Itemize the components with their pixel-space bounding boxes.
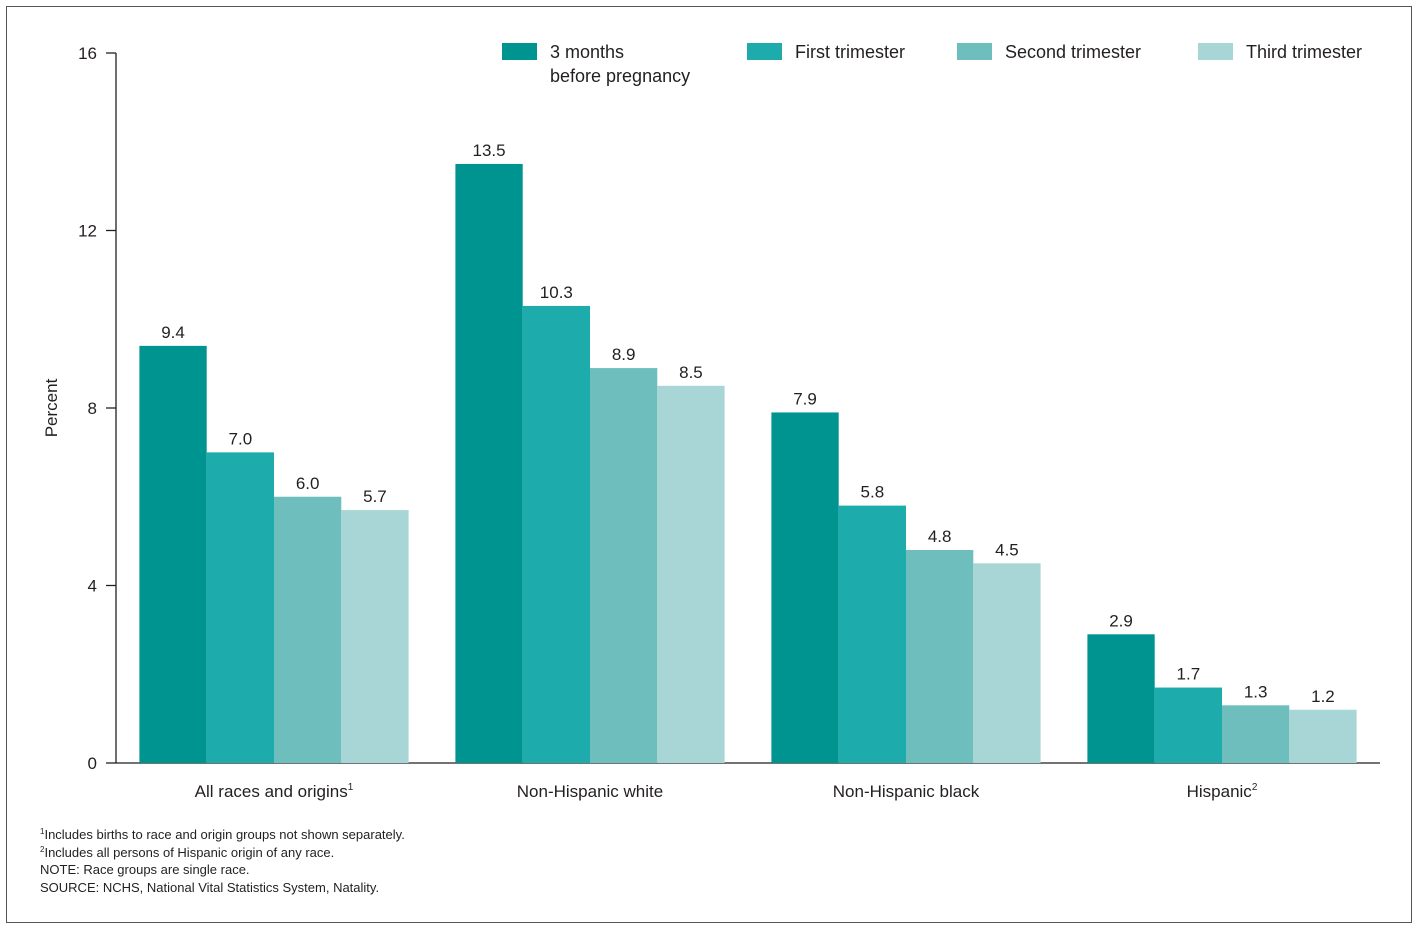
value-label: 6.0 <box>296 474 320 493</box>
category-label: Hispanic2 <box>1187 782 1258 801</box>
value-label: 8.9 <box>612 345 636 364</box>
bar <box>522 305 590 763</box>
bar-chart: 0 4 8 12 16 Percent 9.4 7.0 6.0 5.7 All races and … <box>42 42 1380 801</box>
y-tick-label: 12 <box>78 222 97 241</box>
legend-label: First trimester <box>795 42 905 62</box>
value-label: 5.7 <box>363 487 387 506</box>
value-label: 9.4 <box>161 323 185 342</box>
value-label: 7.9 <box>793 389 817 408</box>
bar <box>341 510 409 763</box>
source: SOURCE: NCHS, National Vital Statistics … <box>40 879 380 895</box>
value-label: 10.3 <box>540 283 573 302</box>
value-label: 7.0 <box>229 429 253 448</box>
value-label: 4.5 <box>995 540 1019 559</box>
legend-label: before pregnancy <box>550 66 690 86</box>
bar <box>206 452 274 763</box>
bar <box>771 412 839 763</box>
bar <box>139 345 207 763</box>
bar <box>657 385 725 763</box>
bar <box>274 496 342 763</box>
legend-swatch <box>957 43 992 60</box>
category-label: Non-Hispanic white <box>517 782 663 801</box>
category-label: All races and origins1 <box>195 782 354 801</box>
footnote-1: 1Includes births to race and origin grou… <box>40 827 405 842</box>
note: NOTE: Race groups are single race. <box>40 862 250 877</box>
value-label: 8.5 <box>679 363 703 382</box>
value-label: 4.8 <box>928 527 952 546</box>
bar <box>1222 705 1290 763</box>
bar <box>973 563 1041 763</box>
bar <box>1087 634 1155 763</box>
value-label: 1.7 <box>1177 665 1201 684</box>
value-label: 13.5 <box>473 141 506 160</box>
value-label: 2.9 <box>1109 611 1133 630</box>
footnote-2: 2Includes all persons of Hispanic origin… <box>40 844 335 860</box>
legend-swatch <box>1198 43 1233 60</box>
value-label: 1.3 <box>1244 682 1268 701</box>
value-label: 1.2 <box>1311 687 1335 706</box>
footnotes: 1Includes births to race and origin grou… <box>40 826 405 896</box>
bar <box>838 505 906 763</box>
bar <box>455 163 523 763</box>
value-label: 5.8 <box>861 483 885 502</box>
bar <box>1289 709 1357 763</box>
legend-label: 3 months <box>550 42 624 62</box>
legend-swatch <box>502 43 537 60</box>
legend-label: Second trimester <box>1005 42 1141 62</box>
y-axis-title: Percent <box>42 378 61 437</box>
category-label: Non-Hispanic black <box>833 782 980 801</box>
legend-swatch <box>747 43 782 60</box>
bar <box>906 550 974 763</box>
legend-label: Third trimester <box>1246 42 1362 62</box>
bar <box>590 368 658 763</box>
y-tick-label: 4 <box>88 577 97 596</box>
figure-frame <box>6 6 1412 923</box>
y-tick-label: 0 <box>88 754 97 773</box>
y-tick-label: 16 <box>78 44 97 63</box>
y-tick-label: 8 <box>88 399 97 418</box>
bar <box>1154 687 1222 763</box>
